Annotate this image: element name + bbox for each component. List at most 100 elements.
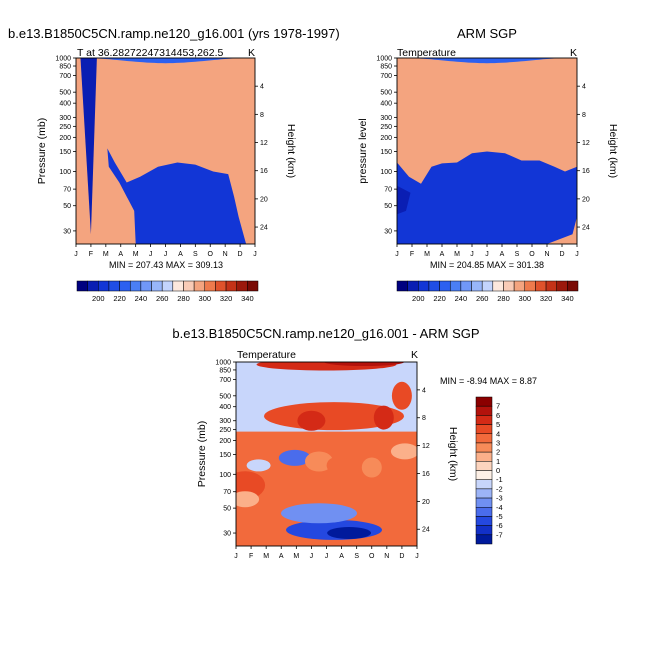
- panel-2-contour-plot: [397, 58, 577, 244]
- colorbar-swatch: [161, 280, 174, 292]
- y-tick-label: 500: [219, 393, 231, 400]
- panel-3-height-axis: 4 8 12 16 20 24: [417, 387, 430, 534]
- height-tick-label: 16: [260, 168, 268, 175]
- colorbar-swatch: [475, 488, 493, 499]
- colorbar-swatch: [475, 507, 493, 517]
- panel-2-ylabel-right: Height (km): [607, 124, 619, 178]
- colorbar-swatch: [471, 280, 483, 292]
- colorbar-label: 7: [496, 402, 500, 411]
- y-tick-label: 200: [59, 135, 71, 142]
- height-tick-label: 4: [422, 387, 426, 394]
- panel-obs: ARM SGP Temperature K J F M A M J J A S O N D J 30 50…: [357, 26, 619, 303]
- x-tick-label: M: [133, 251, 139, 258]
- panel-1-ylabel: Pressure (mb): [36, 118, 48, 185]
- x-tick-label: A: [118, 251, 123, 258]
- colorbar-swatch: [204, 280, 216, 292]
- x-tick-label: J: [310, 553, 314, 560]
- colorbar-label: -4: [496, 503, 503, 512]
- colorbar-swatch: [513, 280, 526, 292]
- x-tick-label: M: [103, 251, 109, 258]
- colorbar-swatch: [140, 280, 152, 292]
- colorbar-swatch: [407, 280, 419, 292]
- x-tick-label: F: [89, 251, 93, 258]
- colorbar-swatch: [108, 280, 120, 292]
- y-tick-label: 850: [59, 64, 71, 71]
- y-tick-label: 150: [219, 452, 231, 459]
- height-tick-label: 4: [260, 84, 264, 91]
- y-tick-label: 1000: [55, 56, 71, 63]
- x-tick-label: D: [559, 251, 564, 258]
- colorbar-swatch: [535, 280, 547, 292]
- colorbar-swatch: [439, 280, 451, 292]
- colorbar-swatch: [87, 280, 99, 292]
- colorbar-swatch: [475, 470, 493, 480]
- height-tick-label: 20: [422, 499, 430, 506]
- x-tick-label: J: [234, 553, 238, 560]
- x-tick-label: J: [575, 251, 579, 258]
- panel-1-ylabel-right: Height (km): [285, 124, 297, 178]
- x-tick-label: J: [325, 553, 329, 560]
- panel-2-variable-label: Temperature: [397, 47, 456, 59]
- colorbar-swatch: [475, 497, 493, 508]
- difference-blob: [373, 405, 394, 430]
- height-tick-label: 12: [582, 140, 590, 147]
- y-tick-label: 50: [223, 506, 231, 513]
- panel-1-contour-plot: [76, 58, 255, 244]
- x-tick-label: A: [279, 553, 284, 560]
- y-tick-label: 400: [380, 101, 392, 108]
- colorbar-swatch: [556, 280, 568, 292]
- difference-blob: [246, 459, 271, 472]
- y-tick-label: 200: [219, 438, 231, 445]
- y-tick-label: 100: [380, 169, 392, 176]
- difference-blob: [281, 503, 357, 524]
- colorbar-swatch: [396, 280, 408, 292]
- panel-model: b.e13.B1850C5CN.ramp.ne120_g16.001 (yrs …: [8, 26, 340, 303]
- cold-core-region: [107, 148, 247, 244]
- colorbar-label: 320: [540, 294, 553, 303]
- colorbar-swatch: [475, 461, 493, 471]
- colorbar-swatch: [503, 280, 515, 292]
- colorbar-label: 2: [496, 448, 500, 457]
- colorbar-swatch: [567, 280, 579, 292]
- colorbar-swatch: [449, 280, 462, 292]
- colorbar-swatch: [475, 405, 493, 416]
- y-tick-label: 300: [59, 115, 71, 122]
- panel-1-colorbar: 200 220 240 260 280 300 320 340: [76, 280, 259, 303]
- x-tick-label: F: [410, 251, 414, 258]
- colorbar-label: 4: [496, 429, 500, 438]
- y-tick-label: 1000: [376, 56, 392, 63]
- panel-1-height-axis: 4 8 12 16 20 24: [255, 84, 268, 232]
- y-tick-label: 30: [63, 228, 71, 235]
- colorbar-label: 340: [241, 294, 254, 303]
- y-tick-label: 400: [59, 101, 71, 108]
- x-tick-label: N: [544, 251, 549, 258]
- colorbar-label: -3: [496, 494, 503, 503]
- y-tick-label: 250: [219, 427, 231, 434]
- difference-blob: [305, 451, 333, 472]
- y-tick-label: 250: [59, 124, 71, 131]
- x-tick-label: A: [178, 251, 183, 258]
- colorbar-label: 340: [561, 294, 574, 303]
- colorbar-label: -6: [496, 521, 503, 530]
- colorbar-swatch: [460, 280, 472, 292]
- height-tick-label: 24: [260, 225, 268, 232]
- colorbar-swatch: [475, 396, 493, 407]
- y-tick-label: 700: [219, 377, 231, 384]
- difference-blob: [324, 362, 405, 366]
- y-tick-label: 70: [63, 187, 71, 194]
- height-tick-label: 8: [582, 112, 586, 119]
- colorbar-swatch: [215, 280, 227, 292]
- y-tick-label: 300: [380, 115, 392, 122]
- x-tick-label: O: [369, 553, 375, 560]
- difference-blob: [390, 443, 417, 460]
- panel-2-title: ARM SGP: [457, 26, 517, 41]
- x-tick-label: M: [263, 553, 269, 560]
- height-tick-label: 20: [582, 196, 590, 203]
- colorbar-swatch: [475, 525, 493, 536]
- colorbar-swatch: [225, 280, 237, 292]
- panel-2-ylabel: pressure level: [357, 118, 369, 183]
- difference-blob: [326, 456, 351, 475]
- y-tick-label: 500: [59, 90, 71, 97]
- y-tick-label: 500: [380, 90, 392, 97]
